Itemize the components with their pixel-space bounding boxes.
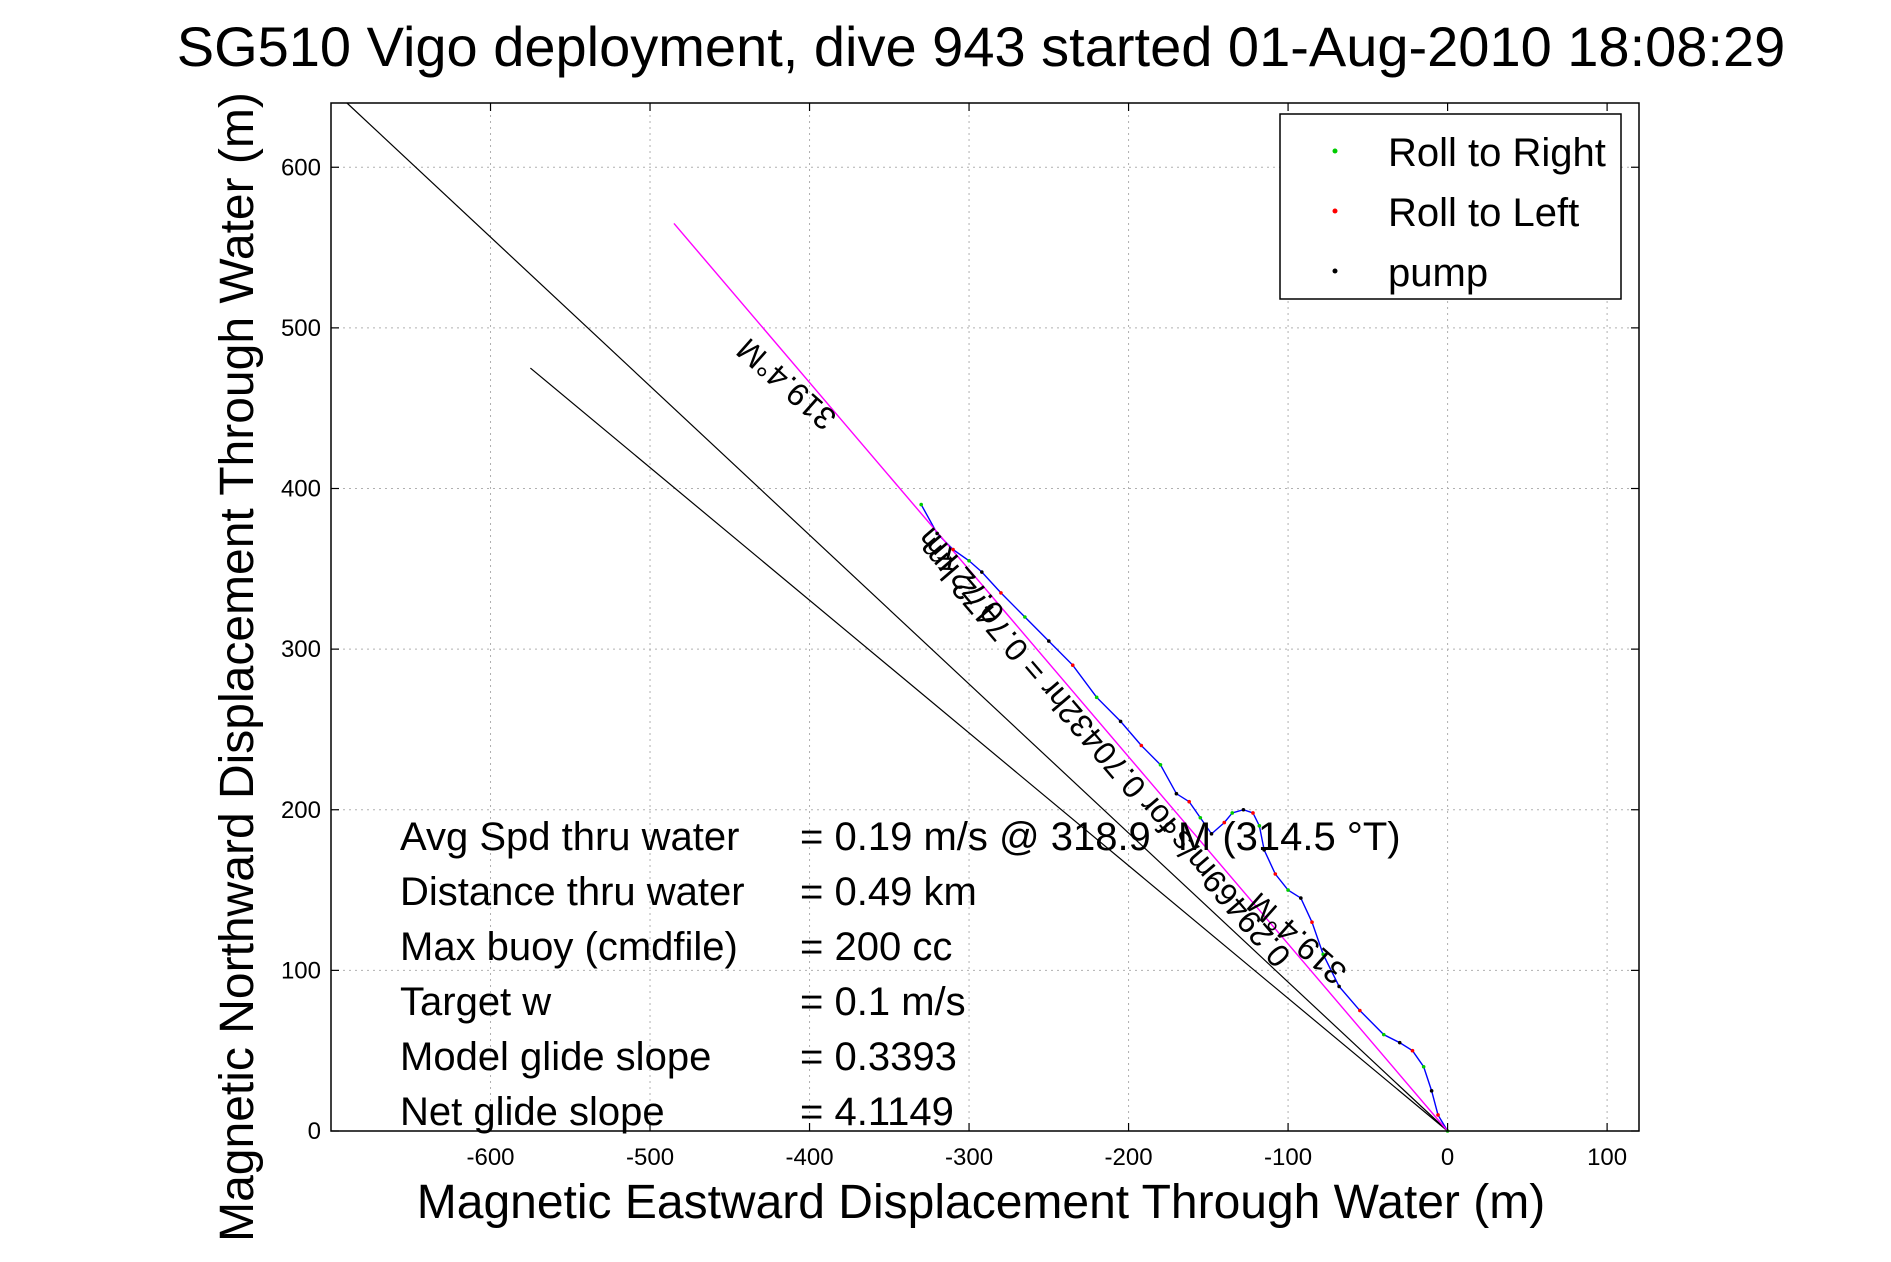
track-point — [1337, 984, 1341, 989]
y-tick-label: 600 — [281, 154, 321, 181]
stat-label: Model glide slope — [400, 1035, 711, 1079]
heading-reference-line — [346, 102, 1448, 1132]
track-point — [1381, 1032, 1386, 1037]
stat-value: = 0.3393 — [800, 1035, 957, 1079]
roll-markers — [919, 502, 1450, 1133]
track-point — [1187, 799, 1191, 804]
series-line — [673, 223, 1449, 1132]
track-point — [1262, 848, 1266, 852]
y-tick-label: 0 — [308, 1118, 321, 1145]
track-point — [1070, 663, 1075, 667]
legend-items: Roll to Right Roll to Left pump — [1332, 131, 1606, 295]
track-point — [919, 502, 923, 507]
track-point — [1251, 811, 1255, 815]
track-point — [951, 547, 955, 552]
legend-marker — [1332, 148, 1338, 154]
track-point — [1047, 639, 1051, 643]
track-point — [1410, 1048, 1415, 1053]
stat-value: = 0.19 m/s @ 318.9 °M (314.5 °T) — [800, 815, 1401, 859]
x-axis-label: Magnetic Eastward Displacement Through W… — [417, 1176, 1545, 1229]
stat-value: = 200 cc — [800, 925, 952, 969]
stat-value: = 0.49 km — [800, 870, 977, 914]
track-point — [1222, 820, 1227, 825]
track-point — [1273, 872, 1278, 876]
legend-label: Roll to Right — [1388, 131, 1606, 175]
legend-label: Roll to Left — [1388, 191, 1579, 235]
heading-reference-line — [530, 367, 1448, 1132]
track-point — [999, 591, 1003, 595]
track-point — [1310, 920, 1314, 924]
track-point — [1230, 811, 1235, 815]
track-point — [1299, 896, 1303, 900]
track-point — [1241, 807, 1246, 812]
track-point — [1358, 1008, 1362, 1013]
track-point — [1023, 615, 1027, 619]
track-point — [1321, 952, 1325, 957]
stat-value: = 4.1149 — [800, 1090, 954, 1134]
y-tick-label: 300 — [281, 636, 321, 663]
y-axis-label: Magnetic Northward Displacement Through … — [211, 92, 264, 1242]
y-tick-label: 500 — [281, 315, 321, 342]
x-tick-label: -300 — [945, 1144, 993, 1171]
track-point — [1139, 743, 1144, 748]
track-point — [1174, 791, 1179, 796]
track-point — [1257, 824, 1262, 828]
track-point — [1436, 1113, 1440, 1117]
statistics-block: Avg Spd thru water = 0.19 m/s @ 318.9 °M … — [400, 815, 1401, 1134]
x-tick-label: 0 — [1441, 1144, 1454, 1171]
plot-area-frame — [330, 102, 1640, 1132]
track-point — [980, 570, 984, 574]
x-tick-label: -600 — [466, 1144, 514, 1171]
stat-label: Net glide slope — [400, 1090, 665, 1134]
stat-label: Avg Spd thru water — [400, 815, 739, 859]
legend: Roll to Right Roll to Left pump — [1279, 113, 1622, 300]
chart-title: SG510 Vigo deployment, dive 943 started … — [177, 15, 1786, 78]
stat-label: Target w — [400, 980, 551, 1024]
track-point — [1397, 1040, 1402, 1045]
x-tick-label: -200 — [1105, 1144, 1153, 1171]
stat-label: Distance thru water — [400, 870, 745, 914]
track-point — [967, 558, 971, 563]
track-point — [1198, 815, 1203, 820]
y-tick-label: 200 — [281, 797, 321, 824]
legend-box — [1279, 113, 1622, 300]
track-point — [1421, 1064, 1426, 1069]
track-point — [1429, 1089, 1434, 1093]
track-point — [1118, 719, 1123, 724]
track-point — [1094, 695, 1099, 700]
stat-value: = 0.1 m/s — [800, 980, 966, 1024]
track-point — [1158, 762, 1163, 767]
axis-ticks: -600 -500 -400 -300 -200 -100 0 100 0 100 200 300 40… — [281, 103, 1639, 1171]
x-tick-label: -500 — [626, 1144, 674, 1171]
reference-lines — [346, 102, 1448, 1132]
legend-marker — [1332, 208, 1338, 214]
track-point — [1286, 888, 1290, 892]
x-tick-label: 100 — [1587, 1144, 1627, 1171]
y-tick-label: 100 — [281, 957, 321, 984]
track-point — [1209, 832, 1214, 836]
legend-marker — [1332, 268, 1338, 274]
stat-label: Max buoy (cmdfile) — [400, 925, 738, 969]
x-tick-label: -400 — [786, 1144, 834, 1171]
legend-label: pump — [1388, 251, 1488, 295]
x-tick-label: -100 — [1264, 1144, 1312, 1171]
track-point — [935, 531, 939, 536]
y-tick-label: 400 — [281, 476, 321, 503]
